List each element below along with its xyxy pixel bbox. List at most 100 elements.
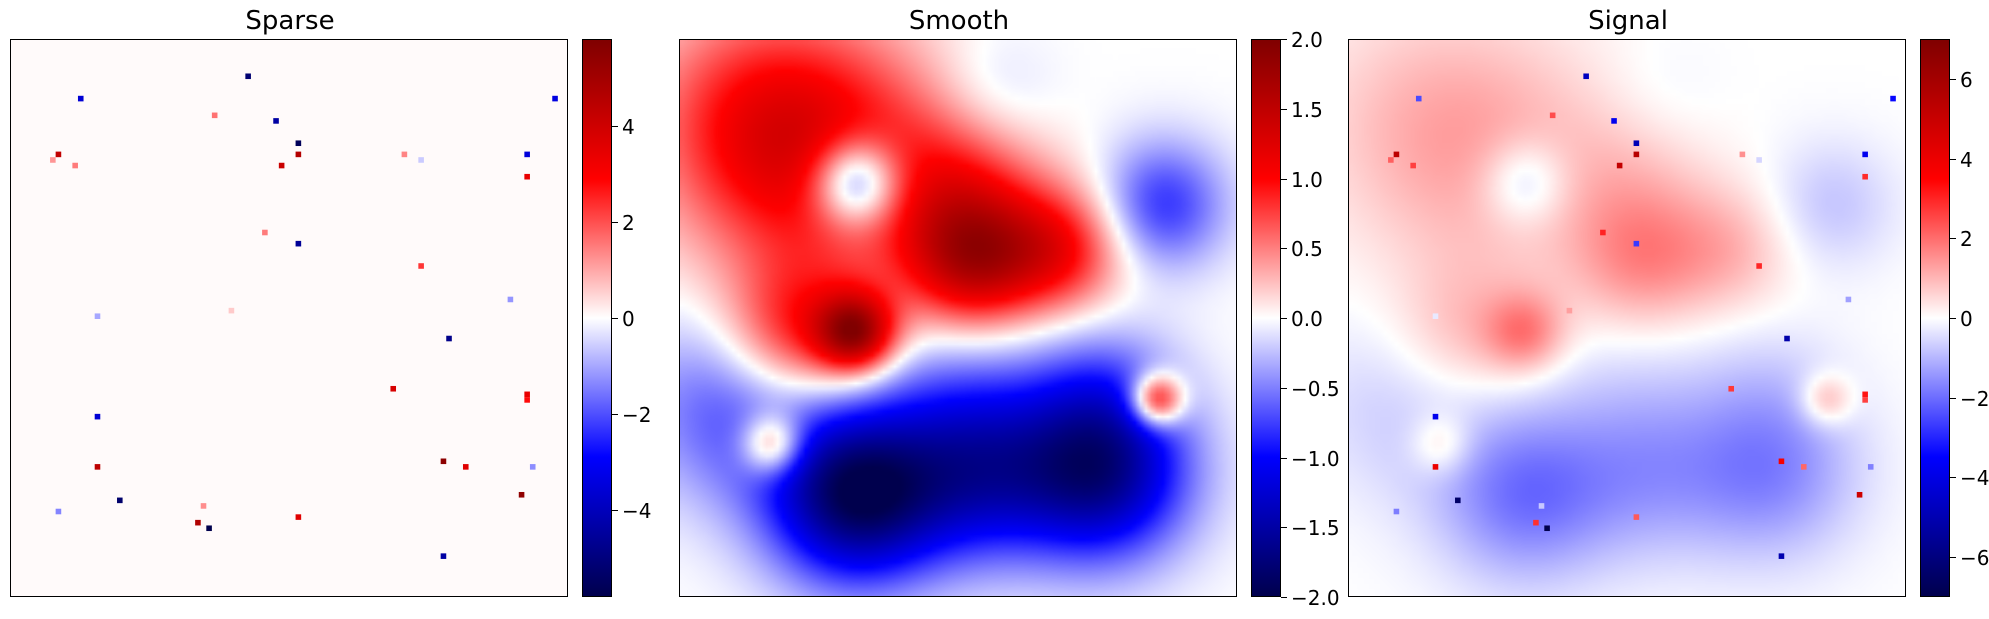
tick-label: −1.0 — [1291, 446, 1340, 471]
spike-cell — [1633, 151, 1640, 158]
zero-background — [11, 40, 567, 596]
tick-label: −2 — [622, 403, 652, 428]
spike-cell — [1778, 553, 1785, 559]
spike-cell — [1800, 464, 1807, 470]
spike-cell — [446, 335, 452, 342]
tick-label: −2 — [1960, 386, 1989, 411]
spike-cell — [1756, 157, 1762, 163]
spike-cell — [295, 240, 302, 247]
smooth-field-image — [1349, 40, 1905, 596]
colorbar-ticks: −4 −2 0 2 4 — [612, 39, 692, 597]
tick-mark — [612, 318, 618, 319]
tick-mark — [1281, 248, 1287, 250]
tick-mark — [612, 221, 618, 223]
spike-cell — [1784, 335, 1790, 342]
spike-cell — [1393, 151, 1400, 158]
spike-cell — [1393, 508, 1400, 515]
spike-cell — [278, 162, 285, 169]
spike-cell — [77, 95, 84, 102]
heatmap-svg — [680, 40, 1236, 596]
tick-label: −6 — [1960, 546, 1989, 571]
spike-cell — [228, 307, 235, 314]
tick-mark — [1281, 318, 1287, 319]
spike-cell — [1415, 95, 1422, 102]
tick-label: 0.0 — [1291, 307, 1323, 331]
spike-cell — [273, 118, 279, 124]
tick-mark — [1950, 397, 1956, 399]
tick-label: 4 — [1960, 147, 1973, 172]
tick-label: −4 — [1960, 466, 1989, 491]
spike-cell — [1633, 240, 1640, 247]
spike-cell — [1856, 491, 1863, 498]
heatmap-plot — [10, 39, 568, 597]
tick-label: 1.0 — [1291, 167, 1323, 192]
spike-cell — [440, 553, 447, 559]
tick-label: 0 — [622, 307, 635, 331]
tick-mark — [1950, 557, 1956, 559]
tick-label: 2 — [622, 210, 635, 235]
tick-mark — [612, 414, 618, 416]
tick-mark — [1281, 597, 1287, 598]
chart-title: Sparse — [245, 6, 335, 36]
spike-cell — [94, 464, 101, 470]
spike-cell — [1432, 413, 1439, 420]
colorbar — [1251, 39, 1281, 597]
colorbar — [582, 39, 612, 597]
spike-cell — [1566, 307, 1573, 314]
tick-label: 2.0 — [1291, 28, 1323, 52]
spike-cell — [195, 519, 201, 526]
spike-cell — [1862, 151, 1868, 158]
spike-cell — [507, 296, 514, 303]
spike-cell — [206, 525, 212, 532]
spike-cell — [295, 514, 302, 520]
spike-cell — [518, 491, 525, 498]
spike-cell — [401, 151, 408, 158]
tick-label: 4 — [622, 114, 635, 139]
spike-cell — [1778, 458, 1785, 465]
spike-cell — [200, 503, 207, 509]
spike-cell — [72, 162, 78, 169]
spike-cell — [1862, 397, 1868, 403]
tick-mark — [1950, 78, 1956, 80]
chart-title: Signal — [1588, 6, 1668, 36]
spike-cell — [524, 151, 530, 158]
spike-cell — [1633, 514, 1640, 520]
heatmap-svg — [11, 40, 567, 596]
tick-mark — [1281, 457, 1287, 459]
spike-cell — [1890, 95, 1896, 102]
tick-mark — [1281, 108, 1287, 110]
tick-mark — [1281, 39, 1287, 40]
spike-cell — [390, 385, 397, 392]
tick-label: 1.5 — [1291, 97, 1323, 122]
colorbar-ticks: −2.0 −1.5 −1.0 −0.5 0.0 0.5 1.0 1.5 2.0 — [1281, 28, 1361, 610]
spike-cell — [1756, 263, 1762, 269]
spike-cell — [1549, 112, 1556, 119]
tick-mark — [1950, 238, 1956, 240]
spike-cell — [1845, 296, 1852, 303]
spike-cell — [295, 140, 302, 147]
spike-cell — [117, 497, 123, 504]
tick-mark — [1950, 158, 1956, 160]
spike-cell — [462, 464, 469, 470]
spike-cell — [1611, 118, 1617, 124]
heatmap-plot — [1348, 39, 1906, 597]
tick-mark — [1281, 387, 1287, 389]
spike-cell — [262, 229, 268, 236]
colorbar-ticks: −6 −4 −2 0 2 4 6 — [1950, 39, 1989, 597]
spike-cell — [1616, 162, 1623, 169]
heatmap-plot — [679, 39, 1237, 597]
spike-cell — [1544, 525, 1550, 532]
spike-cell — [1432, 313, 1439, 319]
tick-label: 6 — [1960, 67, 1973, 92]
spike-cell — [245, 73, 251, 80]
spike-cell — [440, 458, 447, 465]
tick-label: 2 — [1960, 227, 1973, 252]
spike-cell — [1633, 140, 1640, 147]
tick-mark — [1281, 527, 1287, 529]
spike-cell — [295, 151, 302, 158]
smooth-field-image — [680, 40, 1236, 596]
spike-cell — [1862, 391, 1868, 398]
spike-cell — [418, 157, 424, 163]
tick-label: −0.5 — [1291, 376, 1340, 401]
spike-cell — [524, 391, 530, 398]
